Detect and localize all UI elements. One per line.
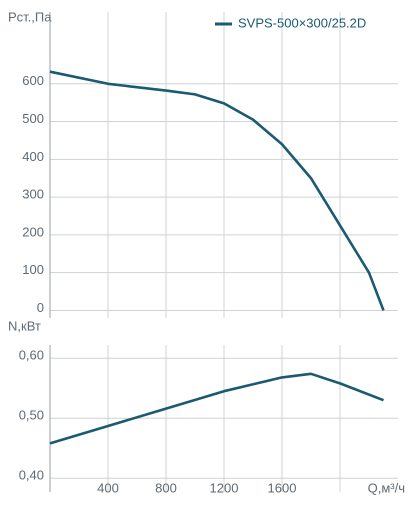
y-tick-label: 300 bbox=[22, 187, 44, 202]
y-tick-label: 0,60 bbox=[19, 348, 44, 363]
y-tick-label: 0,50 bbox=[19, 408, 44, 423]
y-tick-label: 0 bbox=[37, 300, 44, 315]
x-tick-label: 400 bbox=[97, 480, 119, 495]
y-tick-label: 500 bbox=[22, 111, 44, 126]
line-series bbox=[49, 70, 385, 311]
x-axis-title: Q,м³/ч bbox=[368, 480, 405, 495]
x-tick-label: 800 bbox=[155, 480, 177, 495]
y-tick-label: 600 bbox=[22, 73, 44, 88]
y-tick-label: 400 bbox=[22, 149, 44, 164]
x-tick-label: 1200 bbox=[210, 480, 239, 495]
line-series bbox=[49, 372, 384, 445]
y-tick-label: 100 bbox=[22, 262, 44, 277]
y-axis-title: N,кВт bbox=[8, 318, 41, 333]
x-tick-label: 1600 bbox=[268, 480, 297, 495]
y-tick-label: 0,40 bbox=[19, 468, 44, 483]
y-tick-label: 200 bbox=[22, 224, 44, 239]
legend-label: SVPS-500×300/25.2D bbox=[238, 15, 366, 30]
y-axis-title: Pст.,Па bbox=[8, 9, 52, 24]
